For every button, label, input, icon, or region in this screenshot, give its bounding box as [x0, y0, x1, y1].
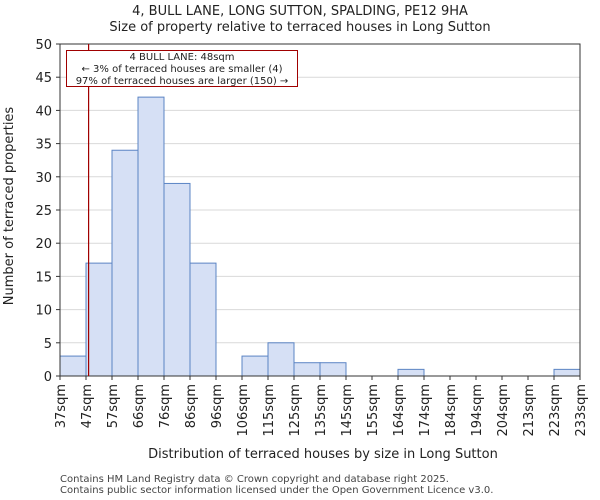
- x-tick-label: 86sqm: [184, 384, 199, 428]
- x-tick-label: 184sqm: [444, 384, 459, 437]
- annotation-box: 4 BULL LANE: 48sqm ← 3% of terraced hous…: [66, 50, 298, 87]
- bar: [59, 355, 87, 377]
- x-tick-label: 204sqm: [496, 384, 511, 437]
- footer-line-2: Contains public sector information licen…: [60, 485, 494, 496]
- x-tick-label: 223sqm: [548, 384, 563, 437]
- footer-line-1: Contains HM Land Registry data © Crown c…: [60, 474, 449, 485]
- x-tick-label: 76sqm: [158, 384, 173, 428]
- x-tick-label: 233sqm: [574, 384, 589, 437]
- x-tick-label: 37sqm: [54, 384, 69, 428]
- y-tick-label: 40: [35, 104, 52, 119]
- bar: [111, 149, 139, 377]
- y-tick-label: 25: [35, 204, 52, 219]
- x-tick-label: 96sqm: [210, 384, 225, 428]
- bar: [319, 362, 347, 377]
- annotation-line-1: 4 BULL LANE: 48sqm: [129, 52, 235, 63]
- bar: [85, 262, 113, 377]
- bar: [241, 355, 269, 377]
- y-axis-label: Number of terraced properties: [2, 107, 17, 306]
- y-tick-label: 15: [35, 270, 52, 285]
- x-tick-label: 155sqm: [366, 384, 381, 437]
- bar: [137, 96, 165, 377]
- x-tick-label: 106sqm: [236, 384, 251, 437]
- x-tick-label: 125sqm: [288, 384, 303, 437]
- y-tick-label: 35: [35, 138, 52, 153]
- x-tick-label: 164sqm: [392, 384, 407, 437]
- x-axis-label: Distribution of terraced houses by size …: [148, 447, 498, 462]
- chart-title: 4, BULL LANE, LONG SUTTON, SPALDING, PE1…: [132, 4, 468, 19]
- y-tick-label: 45: [35, 71, 52, 86]
- bar: [553, 368, 581, 377]
- x-tick-label: 145sqm: [340, 384, 355, 437]
- chart-subtitle: Size of property relative to terraced ho…: [109, 20, 491, 35]
- bar: [163, 182, 191, 377]
- x-tick-label: 66sqm: [132, 384, 147, 428]
- y-tick-label: 10: [35, 304, 52, 319]
- bar: [293, 362, 321, 377]
- annotation-line-3: 97% of terraced houses are larger (150) …: [75, 76, 289, 87]
- x-tick-label: 47sqm: [80, 384, 95, 428]
- x-tick-label: 174sqm: [418, 384, 433, 437]
- x-tick-label: 57sqm: [106, 384, 121, 428]
- annotation-line-2: ← 3% of terraced houses are smaller (4): [81, 64, 283, 75]
- y-tick-label: 5: [44, 337, 52, 352]
- bar: [267, 342, 295, 377]
- x-tick-label: 115sqm: [262, 384, 277, 437]
- y-tick-label: 50: [35, 38, 52, 53]
- x-tick-label: 213sqm: [522, 384, 537, 437]
- bar: [189, 262, 217, 377]
- y-tick-label: 20: [35, 237, 52, 252]
- y-tick-label: 0: [44, 370, 52, 385]
- y-tick-label: 30: [35, 171, 52, 186]
- x-tick-label: 135sqm: [314, 384, 329, 437]
- x-tick-label: 194sqm: [470, 384, 485, 437]
- bar: [397, 368, 425, 377]
